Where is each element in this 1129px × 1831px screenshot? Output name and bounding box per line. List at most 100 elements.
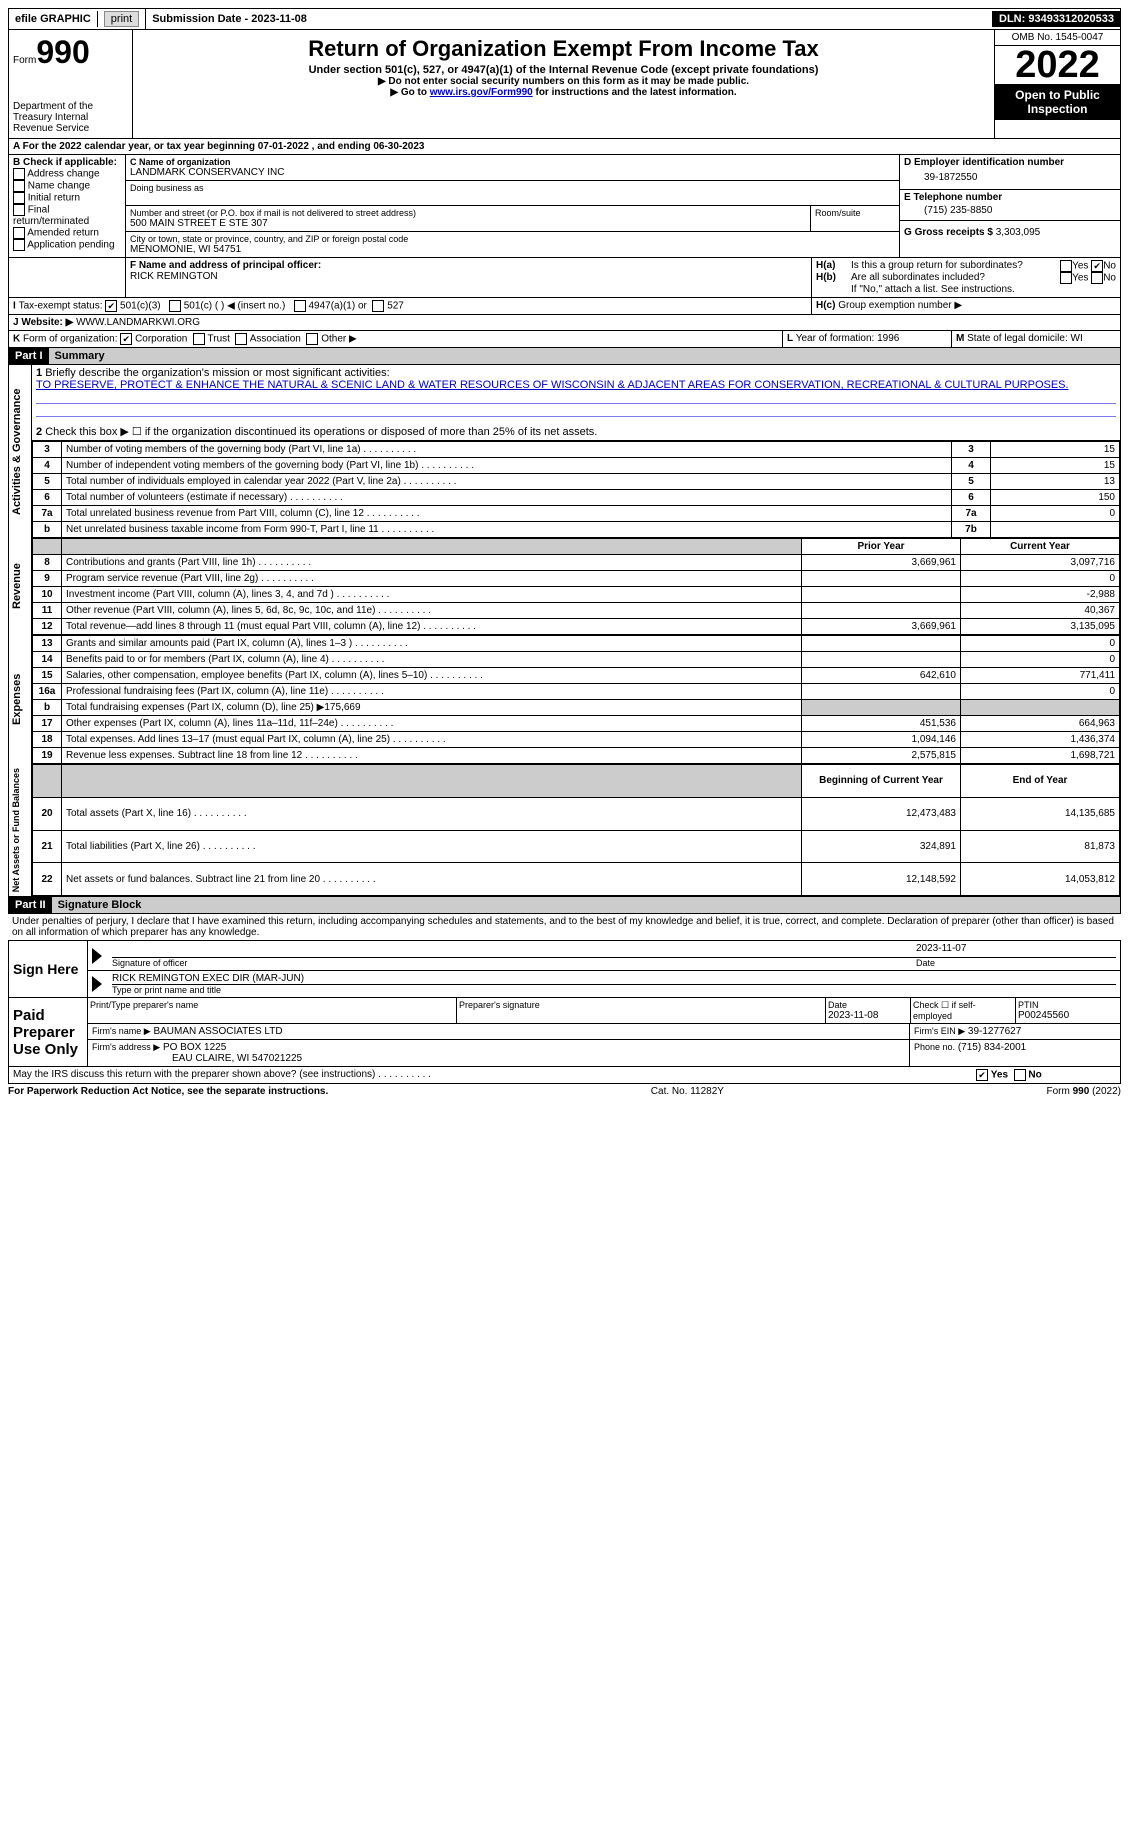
ag-table: 3Number of voting members of the governi… xyxy=(32,441,1120,538)
prep-date: 2023-11-08 xyxy=(828,1010,908,1021)
ein-value: 39-1872550 xyxy=(904,168,1116,187)
part1-title: Summary xyxy=(49,348,1120,364)
firm-addr-label: Firm's address ▶ xyxy=(92,1042,160,1052)
ha-no[interactable] xyxy=(1091,260,1103,272)
501c-check[interactable] xyxy=(169,300,181,312)
part2-title: Signature Block xyxy=(52,897,1120,913)
side-activities: Activities & Governance xyxy=(9,365,25,538)
side-revenue: Revenue xyxy=(9,538,25,635)
527-check[interactable] xyxy=(372,300,384,312)
submission-label: Submission Date - xyxy=(152,13,251,25)
discuss-yes[interactable] xyxy=(976,1069,988,1081)
final-return-check[interactable] xyxy=(13,204,25,216)
app-pending-check[interactable] xyxy=(13,239,25,251)
org-name-label: Name of organization xyxy=(139,157,231,167)
addr-label: Number and street (or P.O. box if mail i… xyxy=(130,208,806,218)
firm-addr2: EAU CLAIRE, WI 547021225 xyxy=(92,1053,302,1064)
arrow-icon xyxy=(92,976,102,992)
side-expenses: Expenses xyxy=(9,635,25,764)
room-label: Room/suite xyxy=(811,206,899,231)
hb-no[interactable] xyxy=(1091,272,1103,284)
firm-name: BAUMAN ASSOCIATES LTD xyxy=(153,1026,282,1037)
officer-name-title: RICK REMINGTON EXEC DIR (MAR-JUN) xyxy=(112,973,1116,985)
hc-label: Group exemption number ▶ xyxy=(838,300,962,311)
top-bar: efile GRAPHIC print Submission Date - 20… xyxy=(8,8,1121,30)
prep-name-label: Print/Type preparer's name xyxy=(90,1000,454,1010)
firm-phone: (715) 834-2001 xyxy=(958,1042,1026,1053)
part2-header: Part II xyxy=(9,897,52,913)
dba-label: Doing business as xyxy=(130,183,895,193)
gross-label: Gross receipts $ xyxy=(915,227,993,238)
summary-block: Activities & Governance 1 Briefly descri… xyxy=(8,365,1121,538)
domicile-label: State of legal domicile: xyxy=(967,333,1068,344)
netassets-table: Beginning of Current YearEnd of Year20To… xyxy=(32,764,1120,896)
line-a: A For the 2022 calendar year, or tax yea… xyxy=(8,139,1121,155)
firm-ein: 39-1277627 xyxy=(968,1026,1021,1037)
4947-check[interactable] xyxy=(294,300,306,312)
date-label: Date xyxy=(916,958,1116,968)
other-check[interactable] xyxy=(306,333,318,345)
line2-text: Check this box ▶ ☐ if the organization d… xyxy=(45,426,597,438)
amended-check[interactable] xyxy=(13,227,25,239)
addr-change-check[interactable] xyxy=(13,168,25,180)
form-org-label: Form of organization: xyxy=(23,334,118,345)
hb-yes[interactable] xyxy=(1060,272,1072,284)
city-state-zip: MENOMONIE, WI 54751 xyxy=(130,244,895,255)
501c3-check[interactable] xyxy=(105,300,117,312)
print-button[interactable]: print xyxy=(104,11,139,27)
name-title-label: Type or print name and title xyxy=(112,985,1116,995)
prep-sig-label: Preparer's signature xyxy=(459,1000,823,1010)
revenue-table: Prior YearCurrent Year8Contributions and… xyxy=(32,538,1120,635)
initial-return-check[interactable] xyxy=(13,192,25,204)
sig-officer-label: Signature of officer xyxy=(112,958,916,968)
efile-label: efile GRAPHIC xyxy=(9,11,98,27)
ptin-value: P00245560 xyxy=(1018,1010,1118,1021)
ptin-label: PTIN xyxy=(1018,1000,1118,1010)
ha-yes[interactable] xyxy=(1060,260,1072,272)
perjury-declaration: Under penalties of perjury, I declare th… xyxy=(8,914,1121,940)
year-formation: 1996 xyxy=(877,333,899,344)
form-number: 990 xyxy=(36,34,89,70)
firm-ein-label: Firm's EIN ▶ xyxy=(914,1026,965,1036)
website-value: WWW.LANDMARKWI.ORG xyxy=(76,317,200,328)
form-title: Return of Organization Exempt From Incom… xyxy=(137,36,990,62)
tax-year: 2022 xyxy=(995,46,1120,84)
name-change-check[interactable] xyxy=(13,180,25,192)
sig-date: 2023-11-07 xyxy=(916,943,1116,957)
irs-link[interactable]: www.irs.gov/Form990 xyxy=(430,87,533,98)
officer-name: RICK REMINGTON xyxy=(130,271,807,282)
trust-check[interactable] xyxy=(193,333,205,345)
submission-date: 2023-11-08 xyxy=(251,13,307,25)
corp-check[interactable] xyxy=(120,333,132,345)
signature-table: Sign Here 2023-11-07 Signature of office… xyxy=(8,940,1121,1067)
dln-value: 93493312020533 xyxy=(1028,13,1114,25)
ha-label: Is this a group return for subordinates? xyxy=(851,260,1060,272)
firm-addr1: PO BOX 1225 xyxy=(163,1042,226,1053)
cat-no: Cat. No. 11282Y xyxy=(651,1086,724,1097)
check-applicable: Check if applicable: xyxy=(23,157,117,168)
open-to-public: Open to Public Inspection xyxy=(995,84,1120,120)
pra-notice: For Paperwork Reduction Act Notice, see … xyxy=(8,1086,328,1097)
mission-text: TO PRESERVE, PROTECT & ENHANCE THE NATUR… xyxy=(36,379,1116,391)
side-netassets: Net Assets or Fund Balances xyxy=(9,764,23,896)
firm-name-label: Firm's name ▶ xyxy=(92,1026,151,1036)
city-label: City or town, state or province, country… xyxy=(130,234,895,244)
discuss-no[interactable] xyxy=(1014,1069,1026,1081)
prep-date-label: Date xyxy=(828,1000,908,1010)
phone-value: (715) 235-8850 xyxy=(904,203,1116,218)
sign-here: Sign Here xyxy=(9,941,88,998)
dept-treasury: Department of the Treasury Internal Reve… xyxy=(13,101,128,134)
gross-value: 3,303,095 xyxy=(996,227,1041,238)
street-address: 500 MAIN STREET E STE 307 xyxy=(130,218,806,229)
assoc-check[interactable] xyxy=(235,333,247,345)
hb-label: Are all subordinates included? xyxy=(851,272,1060,284)
may-discuss: May the IRS discuss this return with the… xyxy=(13,1069,375,1080)
org-name: LANDMARK CONSERVANCY INC xyxy=(130,167,895,178)
part1-header: Part I xyxy=(9,348,49,364)
tax-status-label: Tax-exempt status: xyxy=(19,301,103,312)
domicile: WI xyxy=(1071,333,1083,344)
form-header: Form990 Department of the Treasury Inter… xyxy=(8,30,1121,139)
dln-label: DLN: xyxy=(999,13,1028,25)
org-info-block: B Check if applicable: Address change Na… xyxy=(8,155,1121,258)
officer-group-block: F Name and address of principal officer:… xyxy=(8,258,1121,298)
